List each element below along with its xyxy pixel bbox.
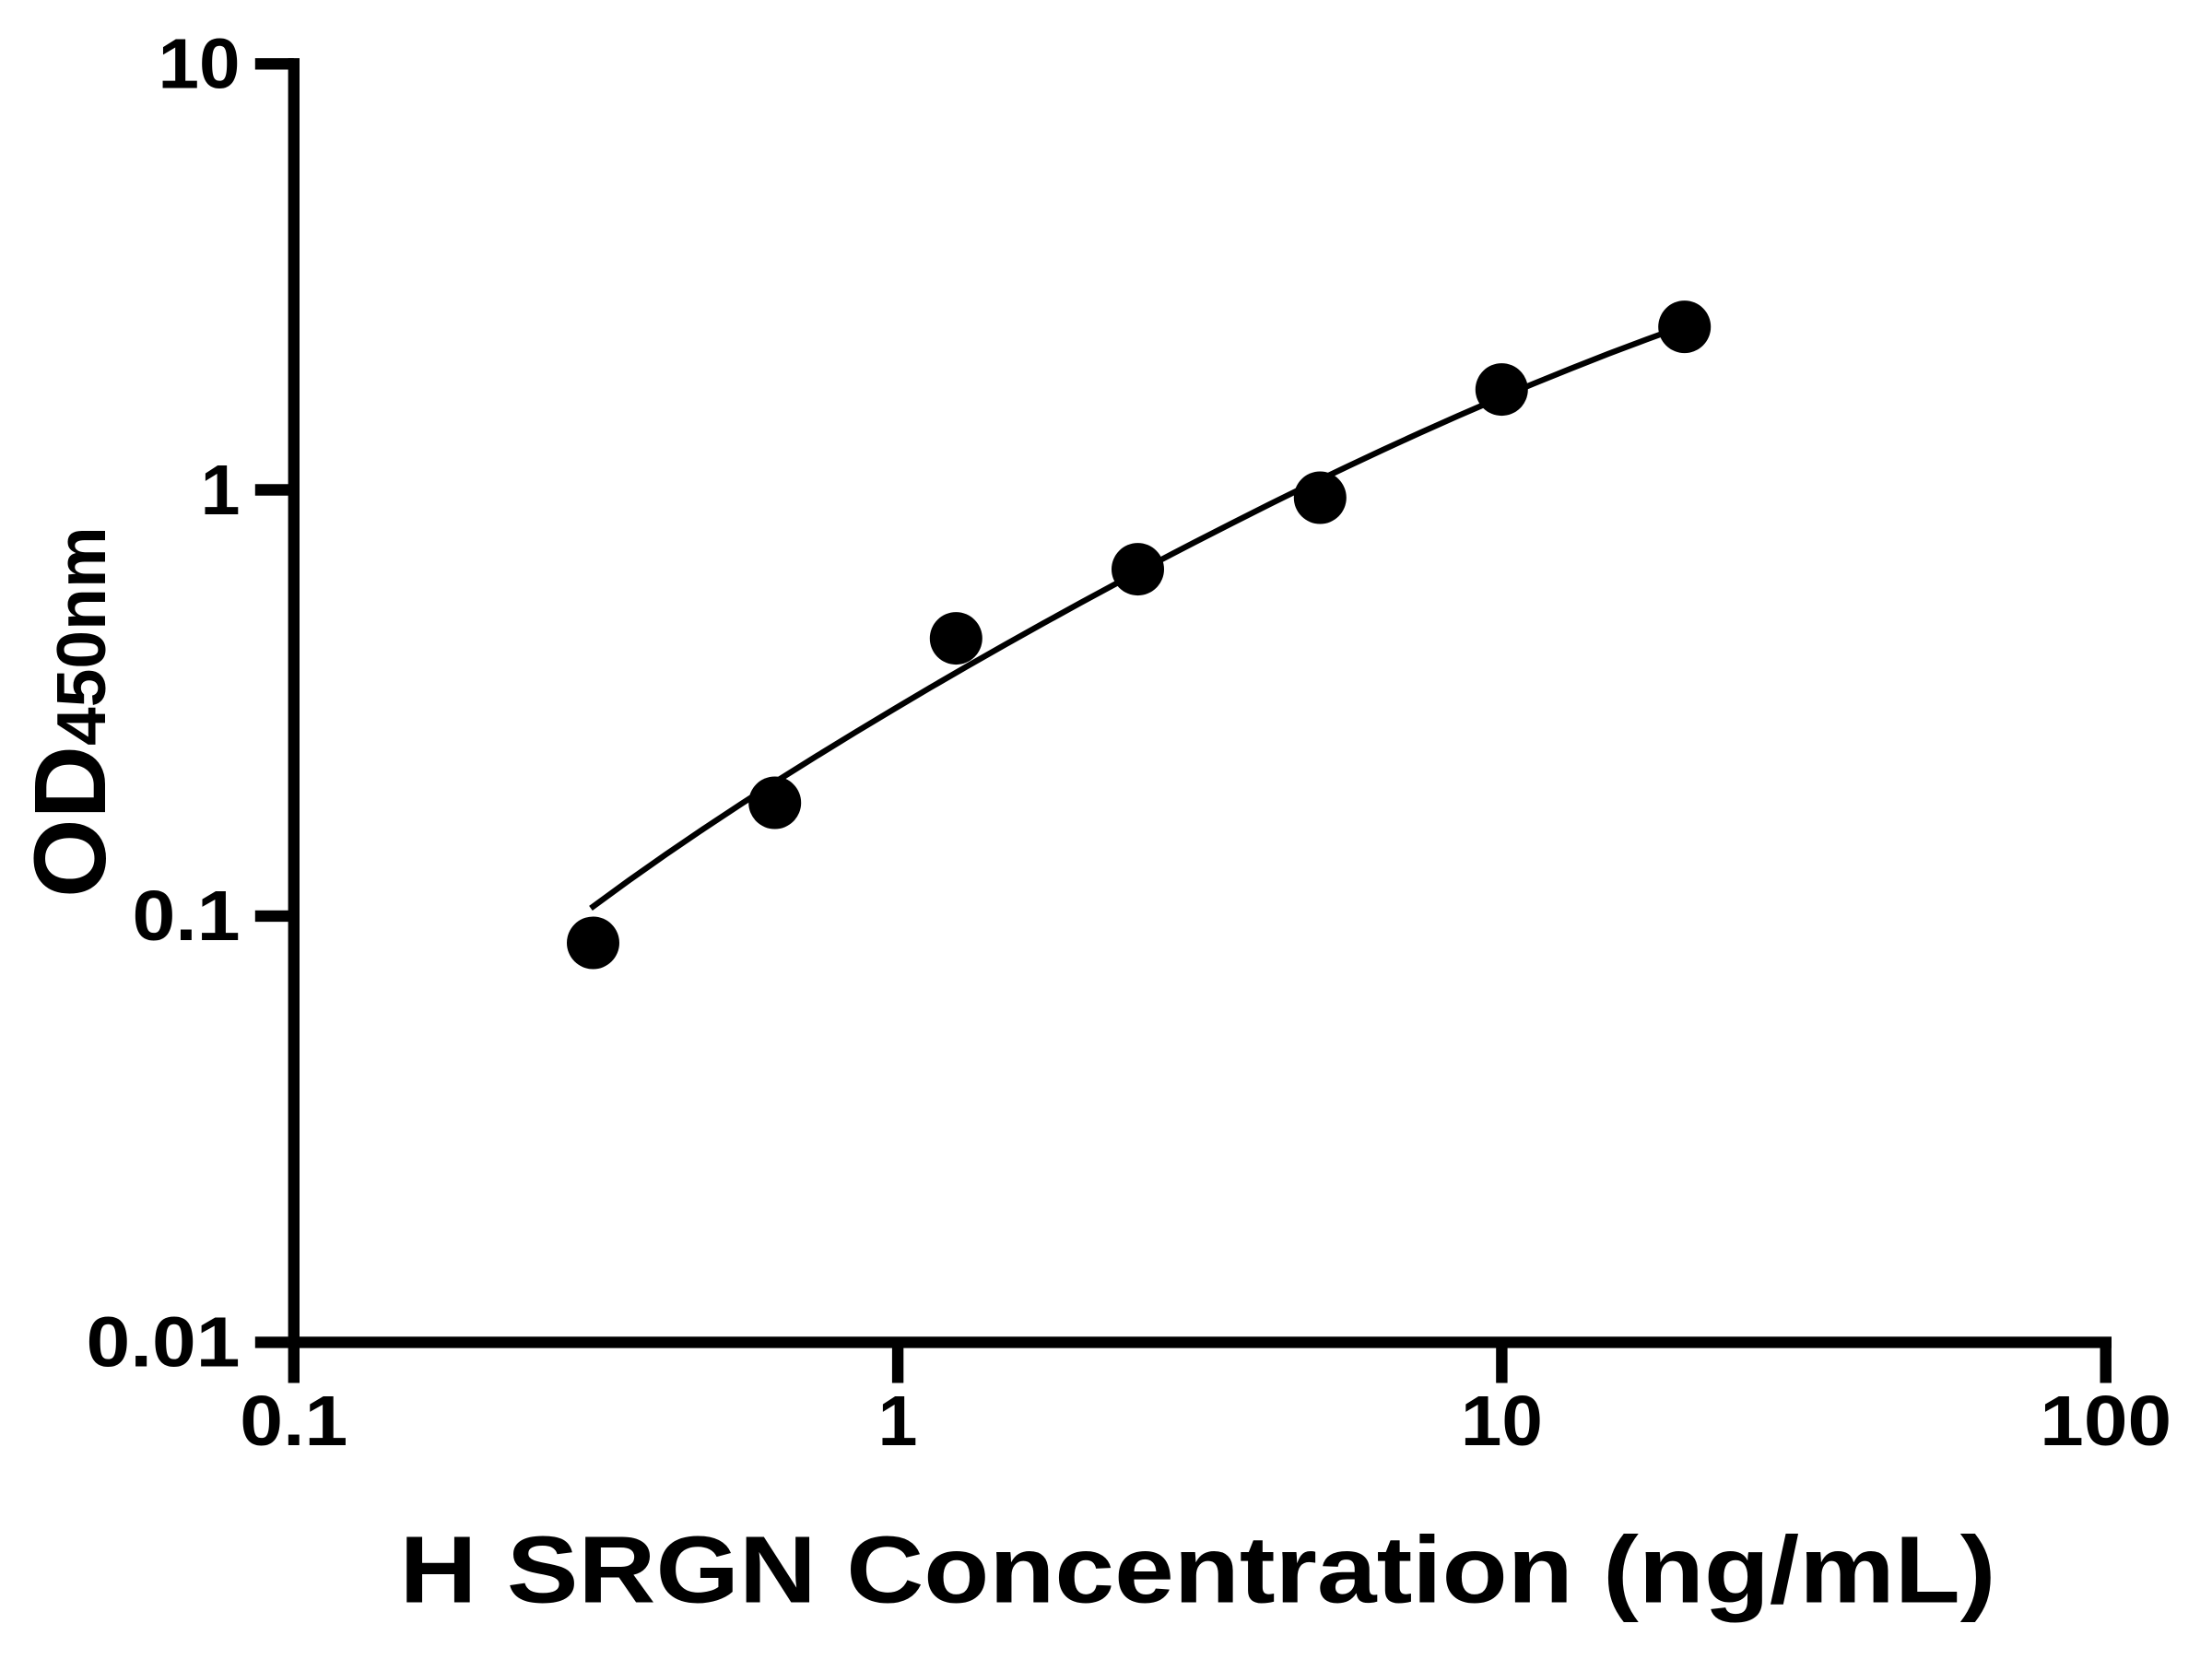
svg-text:0.1: 0.1 [133, 877, 241, 956]
svg-text:0.1: 0.1 [240, 1382, 347, 1461]
svg-text:1: 1 [201, 451, 241, 530]
svg-text:OD450nm: OD450nm [14, 526, 127, 898]
svg-text:H SRGN Concentration (ng/mL): H SRGN Concentration (ng/mL) [400, 1517, 1996, 1623]
svg-text:0.01: 0.01 [87, 1303, 241, 1382]
svg-text:10: 10 [1461, 1382, 1543, 1461]
svg-text:10: 10 [159, 25, 241, 104]
svg-text:100: 100 [2040, 1382, 2171, 1461]
svg-text:1: 1 [878, 1382, 918, 1461]
